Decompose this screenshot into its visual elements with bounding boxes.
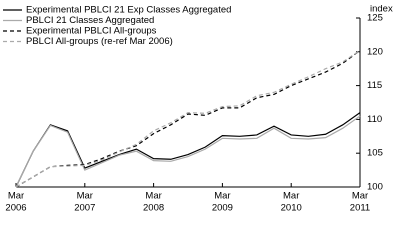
y-tick-label: 115 [367,80,382,91]
series-line [15,49,361,188]
x-tick-label: Mar [214,191,230,202]
legend-label: PBLCI All-groups (re-ref Mar 2006) [26,36,173,47]
series-line [15,49,361,188]
chart: index 100105110115120125Mar2006Mar2007Ma… [3,4,393,214]
x-tick-label: Mar [145,191,161,202]
x-tick-label: 2010 [281,203,302,214]
y-tick-label: 125 [367,13,383,24]
y-tick-label: 100 [367,182,383,193]
x-tick-label: 2008 [143,203,164,214]
x-tick-label: Mar [352,191,368,202]
legend-label: Experimental PBLCI 21 Exp Classes Aggreg… [26,5,231,16]
x-tick-label: Mar [77,191,93,202]
x-tick-label: 2007 [74,203,95,214]
x-tick-label: 2006 [5,203,26,214]
y-tick-label: 120 [367,46,383,57]
series-line [15,112,361,188]
x-tick-label: 2009 [212,203,233,214]
x-tick-label: Mar [8,191,24,202]
series-line [15,115,361,188]
legend-label: Experimental PBLCI All-groups [26,26,157,37]
y-tick-label: 110 [367,114,382,125]
x-tick-label: Mar [283,191,299,202]
legend-label: PBLCI 21 Classes Aggregated [26,15,154,26]
x-tick-label: 2011 [350,203,370,214]
y-axis-label: index [370,4,393,15]
y-tick-label: 105 [367,148,383,159]
